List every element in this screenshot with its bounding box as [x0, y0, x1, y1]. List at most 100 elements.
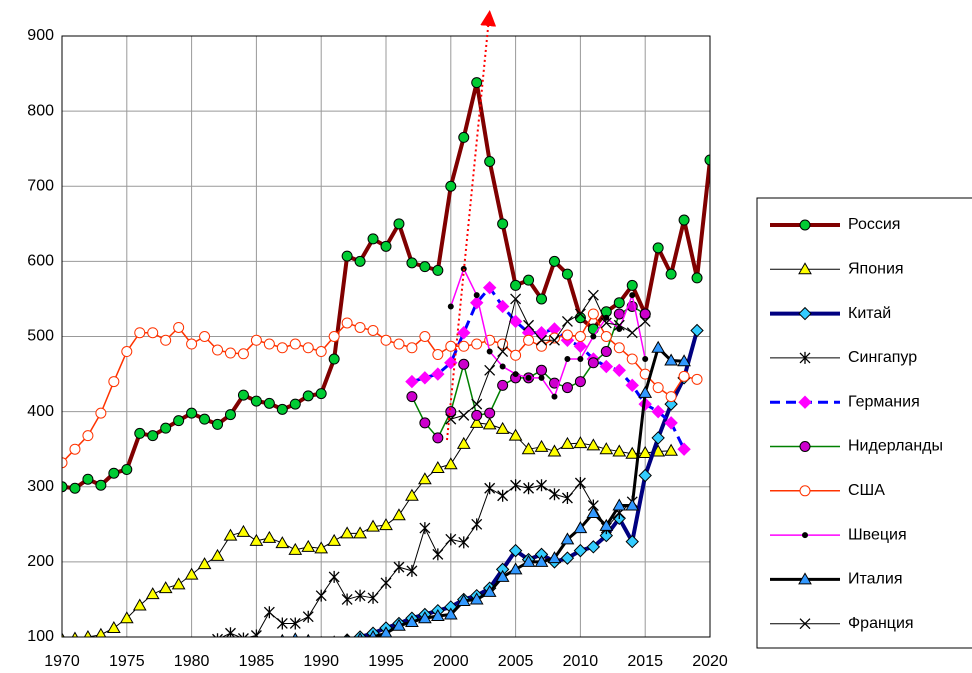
- marker: [690, 323, 704, 338]
- marker: [587, 289, 599, 301]
- plot-border: [61, 35, 711, 638]
- x-tick-label: 2010: [563, 653, 599, 670]
- marker: [276, 617, 288, 630]
- marker: [599, 359, 614, 374]
- trend-arrow: [446, 10, 497, 441]
- marker: [523, 334, 535, 346]
- marker: [212, 418, 224, 430]
- legend-label: США: [848, 482, 885, 499]
- marker: [600, 317, 612, 329]
- series-line: [450, 294, 646, 420]
- marker: [108, 467, 120, 479]
- marker: [484, 155, 496, 167]
- marker: [200, 637, 210, 649]
- marker: [292, 632, 298, 637]
- marker: [523, 482, 535, 495]
- y-tick-label: 900: [27, 27, 54, 44]
- marker: [639, 308, 651, 320]
- marker: [418, 371, 432, 385]
- marker: [458, 536, 470, 549]
- marker: [250, 629, 262, 637]
- legend-label: Сингапур: [848, 349, 917, 366]
- marker: [276, 403, 288, 415]
- marker: [590, 333, 597, 340]
- marker: [237, 348, 249, 360]
- marker: [651, 340, 666, 353]
- marker: [613, 319, 625, 331]
- marker: [456, 593, 471, 606]
- series-line: [450, 268, 646, 398]
- marker: [471, 398, 483, 410]
- marker: [564, 356, 571, 363]
- marker: [95, 407, 107, 419]
- marker: [95, 479, 107, 491]
- x-tick-label: 1985: [239, 653, 275, 670]
- marker: [419, 331, 431, 342]
- marker: [158, 581, 173, 594]
- marker: [367, 233, 379, 245]
- marker: [393, 218, 405, 230]
- marker: [495, 569, 510, 582]
- marker: [419, 417, 431, 429]
- marker: [393, 338, 405, 350]
- marker: [600, 331, 612, 342]
- marker: [445, 180, 457, 192]
- marker: [224, 347, 236, 359]
- marker: [369, 629, 378, 637]
- marker: [212, 344, 224, 356]
- marker: [469, 415, 484, 428]
- axis-labels: 100 200 300 400 500 600 700 800 900 1970 1975 1980 1…: [27, 27, 728, 670]
- marker: [613, 297, 625, 309]
- marker: [665, 391, 677, 403]
- marker: [328, 331, 340, 342]
- marker: [333, 635, 336, 637]
- marker: [69, 482, 81, 494]
- x-tick-label: 2020: [692, 653, 728, 670]
- marker: [380, 334, 392, 346]
- marker: [132, 598, 147, 611]
- marker: [482, 417, 497, 430]
- marker: [333, 636, 335, 637]
- legend-label: Италия: [848, 571, 902, 588]
- marker: [263, 397, 275, 409]
- marker: [457, 326, 471, 340]
- marker: [223, 528, 238, 541]
- marker: [510, 349, 522, 361]
- marker: [484, 364, 496, 376]
- marker: [301, 539, 316, 552]
- marker: [262, 530, 277, 543]
- marker: [599, 442, 614, 455]
- marker: [471, 518, 483, 531]
- x-tick-label: 1990: [303, 653, 339, 670]
- marker: [379, 626, 393, 637]
- marker: [160, 334, 172, 346]
- marker: [340, 526, 354, 539]
- marker: [173, 321, 185, 333]
- marker: [561, 268, 573, 280]
- marker: [380, 240, 392, 252]
- marker: [651, 431, 665, 445]
- marker: [314, 541, 329, 554]
- marker: [486, 348, 493, 355]
- y-tick-label: 300: [27, 478, 54, 495]
- marker: [642, 356, 649, 363]
- marker: [405, 614, 419, 627]
- marker: [586, 438, 601, 451]
- marker: [121, 463, 133, 475]
- marker: [799, 219, 811, 231]
- marker: [536, 340, 548, 352]
- marker: [288, 542, 303, 555]
- marker: [651, 404, 665, 419]
- marker: [147, 327, 159, 339]
- marker: [406, 342, 418, 354]
- marker: [510, 479, 522, 492]
- marker: [405, 488, 419, 501]
- marker: [600, 346, 612, 358]
- marker: [353, 526, 367, 539]
- marker: [704, 154, 710, 166]
- marker: [431, 367, 445, 381]
- marker: [62, 481, 68, 493]
- marker: [484, 407, 496, 419]
- marker: [445, 406, 457, 418]
